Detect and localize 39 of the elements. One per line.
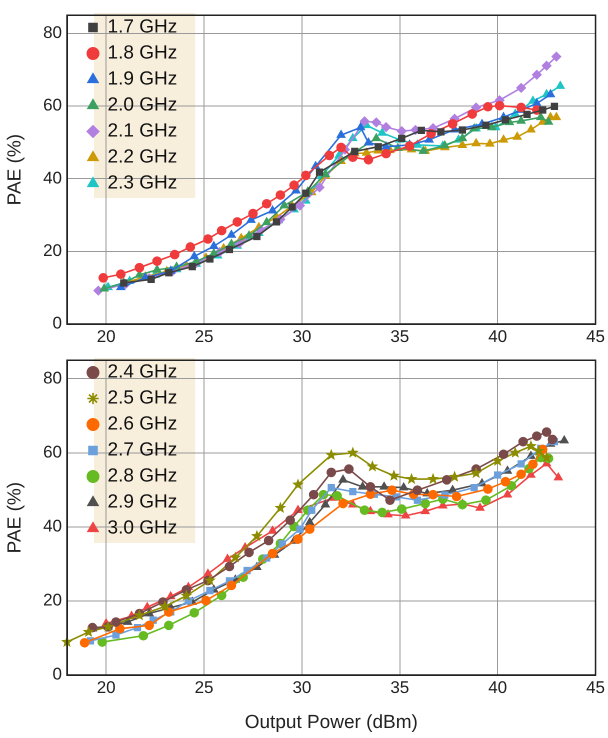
x-tick-label: 25 (194, 326, 214, 346)
y-tick-label: 20 (43, 590, 62, 610)
legend-label: 2.6 GHz (108, 414, 178, 435)
y-tick-label: 0 (52, 664, 62, 684)
legend-label: 2.5 GHz (108, 388, 178, 409)
y-tick-label: 20 (43, 241, 62, 260)
legend-label: 2.4 GHz (108, 362, 178, 383)
y-tick-label: 0 (52, 314, 62, 333)
y-tick-label: 40 (43, 168, 62, 188)
x-tick-label: 40 (488, 678, 508, 697)
y-tick-label: 60 (43, 96, 62, 115)
x-tick-label: 35 (390, 678, 410, 697)
legend-label: 3.0 GHz (108, 518, 178, 539)
legend-label: 2.0 GHz (108, 94, 178, 116)
legend-label: 1.7 GHz (108, 16, 178, 38)
legend-label: 1.8 GHz (108, 42, 178, 64)
legend-label: 2.9 GHz (108, 492, 178, 513)
legend-label: 2.2 GHz (108, 146, 178, 168)
x-tick-label: 35 (390, 326, 410, 346)
x-tick-label: 40 (488, 326, 508, 346)
y-tick-label: 80 (43, 368, 62, 388)
x-tick-label: 20 (96, 326, 116, 346)
y-axis-title: PAE (%) (4, 134, 26, 206)
y-tick-label: 80 (43, 23, 62, 42)
x-tick-label: 30 (292, 326, 312, 346)
x-tick-label: 45 (586, 326, 606, 346)
legend-label: 2.8 GHz (108, 466, 178, 487)
x-tick-label: 25 (194, 678, 214, 697)
y-axis-title: PAE (%) (4, 482, 26, 554)
y-tick-label: 40 (43, 516, 62, 536)
legend-label: 2.7 GHz (108, 440, 178, 461)
legend-label: 2.3 GHz (108, 172, 178, 194)
y-tick-label: 60 (43, 442, 62, 462)
legend-label: 2.1 GHz (108, 120, 178, 142)
x-tick-label: 20 (96, 678, 116, 697)
legend-label: 1.9 GHz (108, 68, 178, 90)
x-axis-title: Output Power (dBm) (244, 712, 418, 733)
x-tick-label: 30 (292, 678, 312, 697)
x-tick-label: 45 (586, 678, 606, 697)
